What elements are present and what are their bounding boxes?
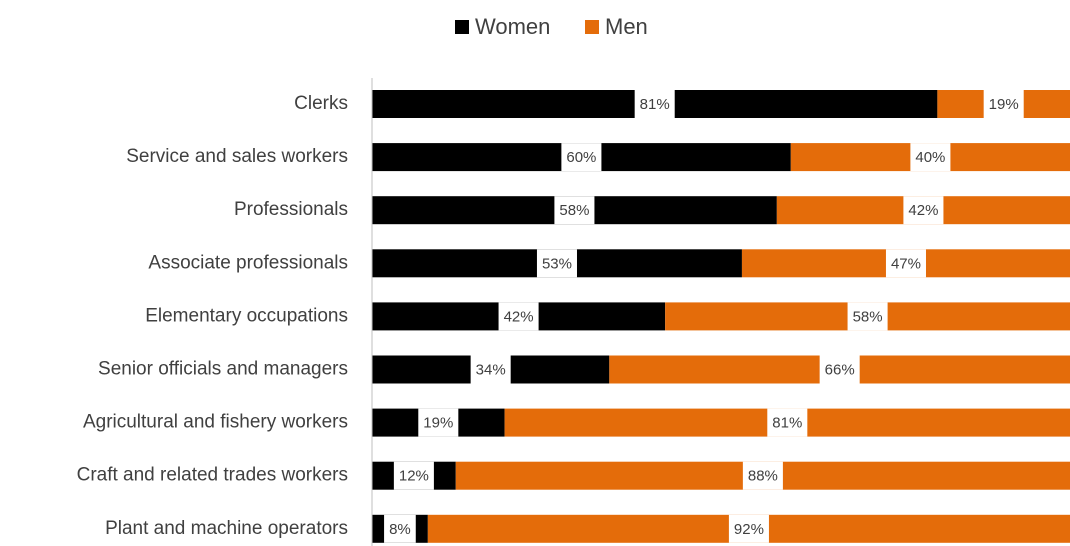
- value-label: 47%: [891, 255, 921, 272]
- value-label: 12%: [399, 468, 429, 485]
- value-label: 19%: [989, 96, 1019, 113]
- category-label: Plant and machine operators: [105, 518, 348, 539]
- category-label: Senior officials and managers: [98, 359, 348, 380]
- value-label-bg: [498, 302, 539, 331]
- category-label: Elementary occupations: [145, 305, 348, 326]
- value-label-bg: [418, 408, 459, 437]
- value-label-bg: [819, 355, 860, 384]
- value-label: 81%: [772, 415, 802, 432]
- value-label: 42%: [504, 308, 534, 325]
- value-label: 40%: [915, 149, 945, 166]
- value-label: 81%: [640, 96, 670, 113]
- category-label: Associate professionals: [148, 252, 348, 273]
- value-label-bg: [910, 143, 951, 172]
- value-label: 19%: [423, 415, 453, 432]
- legend-label: Women: [475, 14, 550, 39]
- value-label-bg: [983, 90, 1024, 118]
- value-label: 42%: [908, 202, 938, 219]
- value-label-bg: [536, 249, 577, 278]
- category-label: Service and sales workers: [126, 146, 348, 167]
- category-label: Professionals: [234, 199, 348, 220]
- value-label: 58%: [853, 308, 883, 325]
- value-label-bg: [554, 196, 595, 225]
- value-label-bg: [561, 143, 602, 172]
- legend-label: Men: [605, 14, 648, 39]
- value-label-bg: [885, 249, 926, 278]
- value-label-bg: [728, 514, 769, 543]
- value-label: 8%: [389, 521, 411, 538]
- value-label-bg: [384, 514, 416, 543]
- legend-swatch: [585, 20, 599, 34]
- value-label: 88%: [748, 468, 778, 485]
- category-label: Clerks: [294, 93, 348, 114]
- category-label: Craft and related trades workers: [77, 465, 348, 486]
- value-label-bg: [767, 408, 808, 437]
- value-label: 92%: [734, 521, 764, 538]
- category-label: Agricultural and fishery workers: [83, 412, 348, 433]
- value-label-bg: [393, 461, 434, 490]
- legend-swatch: [455, 20, 469, 34]
- value-label-bg: [470, 355, 511, 384]
- value-label: 60%: [566, 149, 596, 166]
- value-label-bg: [742, 461, 783, 490]
- value-label-bg: [634, 90, 675, 118]
- value-label-bg: [847, 302, 888, 331]
- value-label: 66%: [825, 361, 855, 378]
- value-label-bg: [903, 196, 944, 225]
- value-label: 58%: [559, 202, 589, 219]
- value-label: 34%: [476, 361, 506, 378]
- value-label: 53%: [542, 255, 572, 272]
